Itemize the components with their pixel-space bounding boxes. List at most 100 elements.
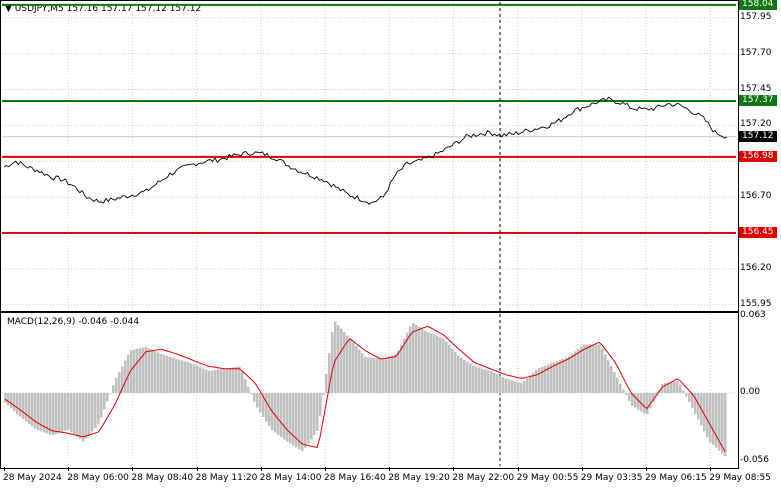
macd-histogram-bar xyxy=(397,350,400,394)
macd-histogram-bar xyxy=(424,330,427,394)
macd-histogram-bar xyxy=(361,353,364,394)
macd-histogram-bar xyxy=(343,332,346,394)
macd-histogram-bar xyxy=(502,377,505,394)
macd-histogram-bar xyxy=(52,393,55,436)
macd-histogram-bar xyxy=(391,355,394,394)
macd-histogram-bar xyxy=(64,393,67,431)
x-tick xyxy=(453,467,455,471)
macd-histogram-bar xyxy=(337,325,340,394)
macd-histogram-bar xyxy=(253,393,256,402)
macd-histogram-bar xyxy=(310,393,313,440)
macd-histogram-bar xyxy=(649,393,652,409)
macd-histogram-bar xyxy=(685,393,688,397)
macd-histogram-bar xyxy=(610,366,613,394)
macd-histogram-bar xyxy=(628,393,631,402)
macd-histogram-bar xyxy=(178,359,181,394)
macd-histogram-bar xyxy=(307,393,310,444)
macd-histogram-bar xyxy=(718,393,721,451)
macd-histogram-bar xyxy=(367,357,370,394)
x-tick-label: 29 May 06:15 xyxy=(645,473,707,483)
macd-histogram-bar xyxy=(409,326,412,394)
macd-histogram-bar xyxy=(130,350,133,394)
macd-histogram-bar xyxy=(460,357,463,394)
macd-histogram-bar xyxy=(103,393,106,410)
macd-histogram-bar xyxy=(118,372,121,394)
x-tick-label: 28 May 22:00 xyxy=(452,473,515,483)
y-tick-label: 155.95 xyxy=(740,298,772,309)
macd-histogram-bar xyxy=(289,393,292,444)
macd-histogram-bar xyxy=(457,355,460,394)
macd-histogram-bar xyxy=(139,348,142,394)
y-tick-label: 156.20 xyxy=(740,262,772,273)
macd-histogram-bar xyxy=(169,356,172,394)
macd-histogram-bar xyxy=(274,393,277,433)
macd-histogram-bar xyxy=(553,362,556,394)
macd-histogram-bar xyxy=(211,370,214,394)
macd-histogram-bar xyxy=(421,328,424,394)
macd-histogram-bar xyxy=(430,333,433,394)
macd-histogram-bar xyxy=(331,331,334,394)
macd-histogram-bar xyxy=(79,393,82,440)
macd-histogram-bar xyxy=(202,368,205,394)
y-tick-label: 157.70 xyxy=(740,47,772,58)
macd-histogram-bar xyxy=(586,344,589,394)
macd-histogram-bar xyxy=(415,325,418,394)
macd-histogram-bar xyxy=(724,393,727,457)
macd-histogram-bar xyxy=(184,361,187,394)
macd-histogram-bar xyxy=(82,393,85,442)
macd-histogram-bar xyxy=(157,352,160,394)
macd-histogram-bar xyxy=(550,363,553,394)
macd-histogram-bar xyxy=(10,393,13,409)
x-tick xyxy=(646,467,647,471)
macd-histogram-bar xyxy=(250,393,253,395)
x-tick xyxy=(325,467,326,471)
macd-histogram-bar xyxy=(379,358,382,394)
level-tag: 158.04 xyxy=(739,0,777,10)
macd-histogram-bar xyxy=(484,369,487,394)
macd-histogram-bar xyxy=(637,393,640,410)
macd-histogram-bar xyxy=(697,393,700,420)
macd-histogram-bar xyxy=(214,370,217,394)
x-tick-label: 28 May 06:00 xyxy=(67,473,129,483)
y-tick-label: 157.45 xyxy=(740,83,772,94)
macd-histogram-bar xyxy=(664,382,667,394)
macd-histogram-bar xyxy=(433,334,436,394)
macd-histogram-bar xyxy=(217,369,220,394)
macd-histogram-bar xyxy=(193,364,196,394)
macd-histogram-bar xyxy=(4,393,7,403)
macd-histogram-bar xyxy=(46,393,49,434)
macd-histogram-bar xyxy=(439,337,442,394)
macd-histogram-bar xyxy=(97,393,100,425)
macd-histogram-bar xyxy=(172,357,175,394)
macd-histogram-bar xyxy=(328,352,331,394)
macd-histogram-bar xyxy=(340,328,343,394)
macd-histogram-bar xyxy=(199,367,202,394)
macd-histogram-bar xyxy=(358,349,361,394)
macd-histogram-bar xyxy=(394,354,397,394)
macd-histogram-bar xyxy=(436,335,439,394)
macd-histogram-bar xyxy=(148,348,151,394)
macd-histogram-bar xyxy=(175,358,178,394)
macd-histogram-bar xyxy=(43,393,46,433)
macd-histogram-bar xyxy=(577,349,580,394)
macd-y-tick-label: -0.056 xyxy=(740,455,770,466)
macd-histogram-bar xyxy=(364,356,367,394)
macd-histogram-bar xyxy=(262,393,265,417)
macd-histogram-bar xyxy=(61,393,64,432)
macd-histogram-bar xyxy=(592,344,595,394)
macd-histogram-bar xyxy=(385,357,388,394)
macd-histogram-bar xyxy=(58,393,61,433)
x-tick xyxy=(710,467,712,471)
dropdown-arrow-icon[interactable]: ▼ xyxy=(5,4,15,14)
macd-histogram-bar xyxy=(463,359,466,394)
macd-histogram-bar xyxy=(181,360,184,394)
macd-histogram-bar xyxy=(352,342,355,394)
x-tick-label: 28 May 08:40 xyxy=(131,473,194,483)
macd-histogram-bar xyxy=(538,368,541,394)
macd-histogram-bar xyxy=(496,374,499,394)
macd-histogram-bar xyxy=(448,345,451,394)
macd-histogram-bar xyxy=(703,393,706,432)
macd-histogram-bar xyxy=(304,393,307,448)
macd-histogram-bar xyxy=(520,383,523,394)
x-tick xyxy=(517,467,519,471)
